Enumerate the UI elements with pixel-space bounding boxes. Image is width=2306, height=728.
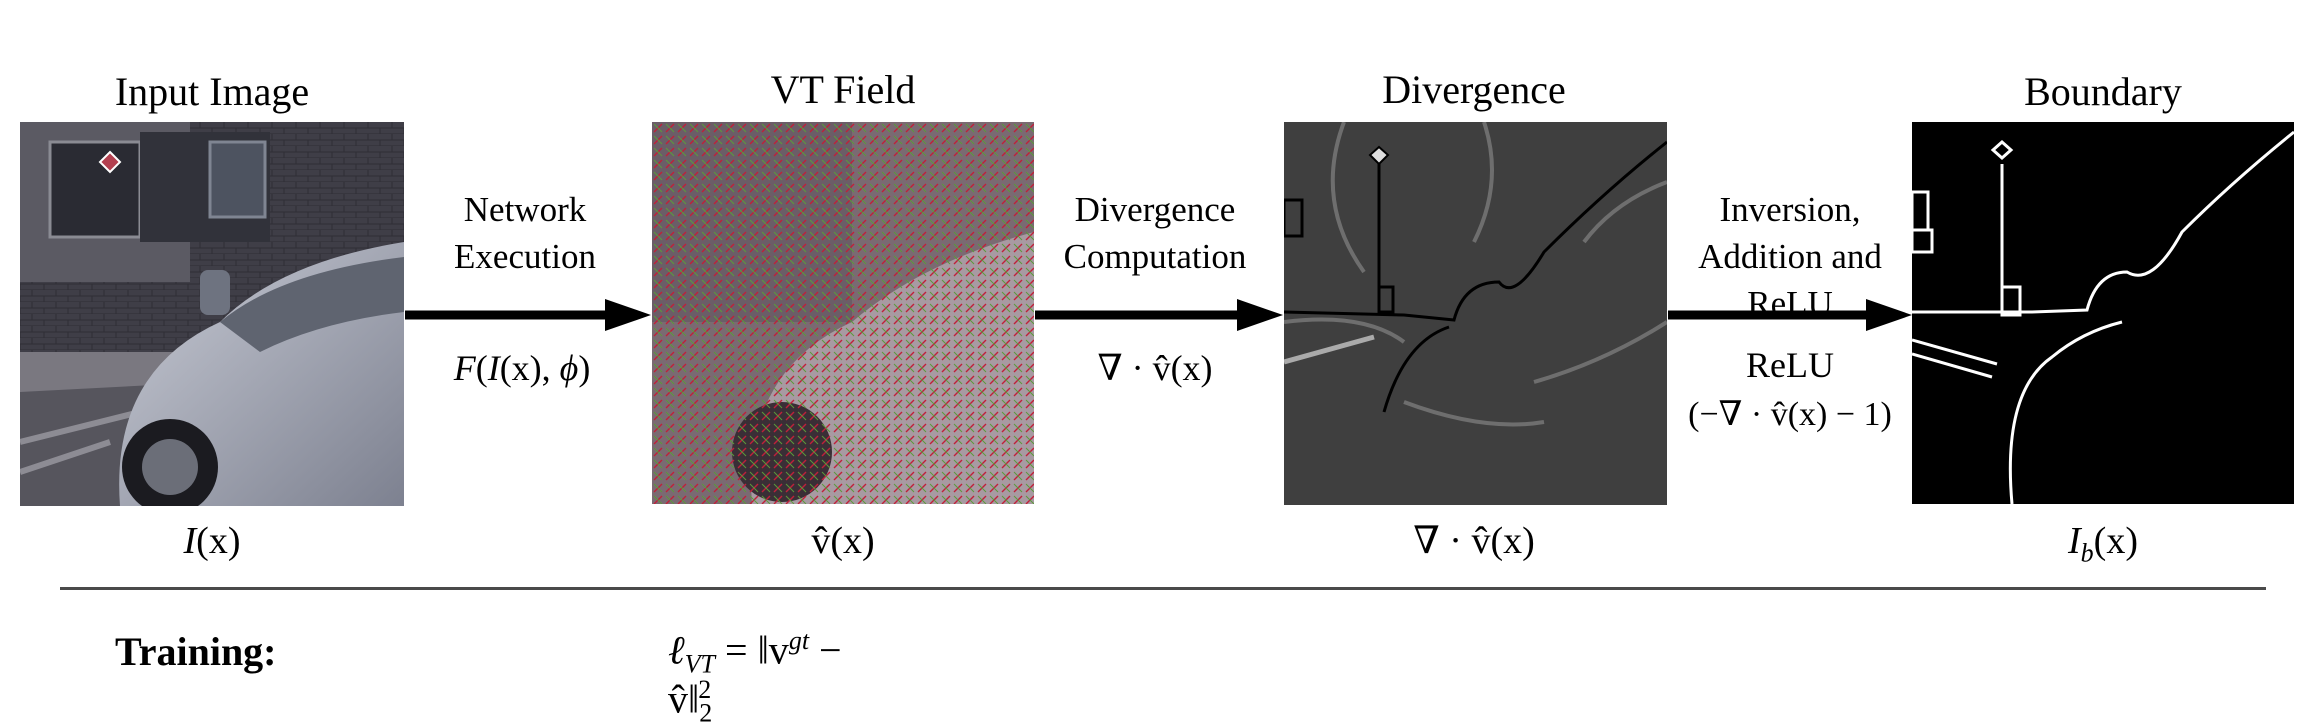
boundary-panel [1912, 122, 2294, 504]
boundary-title: Boundary [2024, 69, 2182, 114]
inversion-label: Inversion, Addition and ReLU [1660, 186, 1920, 327]
inversion-line1: Inversion, [1719, 190, 1861, 229]
input-formula: I(x) [183, 520, 241, 562]
boundary-image [1912, 122, 2294, 504]
arrow-network [405, 299, 651, 331]
divergence-computation-label: Divergence Computation [1025, 186, 1285, 280]
network-line1: Network [463, 190, 587, 229]
input-image-title: Input Image [114, 69, 310, 114]
network-execution-label: Network Execution [395, 186, 655, 280]
divergence-title: Divergence [1382, 67, 1566, 112]
network-formula: F(I(x), ϕ) [453, 348, 591, 388]
arrow-divergence [1035, 299, 1283, 331]
vt-formula: v̂(x) [811, 520, 875, 562]
arrow-inversion [1668, 299, 1912, 331]
divergence-formula: ∇ · v̂(x) [1413, 520, 1535, 562]
divcomp-line1: Divergence [1074, 190, 1236, 229]
vt-field-title: VT Field [770, 67, 916, 112]
divergence-image [1284, 122, 1667, 505]
separator-line [60, 587, 2266, 590]
training-label: Training: [115, 629, 277, 674]
divergence-panel [1284, 122, 1667, 505]
street-scene-image [20, 122, 404, 506]
divcomp-formula: ∇ · v̂(x) [1097, 348, 1213, 388]
divcomp-line2: Computation [1063, 237, 1247, 276]
relu-formula-1: ReLU [1746, 345, 1834, 385]
boundary-formula: Ib(x) [2068, 520, 2138, 568]
inversion-line2: Addition and [1698, 237, 1882, 276]
training-loss-formula: ℓVT = ‖vgt − v̂‖22 [668, 626, 842, 728]
relu-formula-2: (−∇ · v̂(x) − 1) [1688, 396, 1892, 433]
network-line2: Execution [454, 237, 596, 276]
input-image-panel [20, 122, 404, 506]
vt-field-image [652, 122, 1034, 504]
vt-field-panel [652, 122, 1034, 504]
inversion-line3: ReLU [1747, 284, 1833, 323]
